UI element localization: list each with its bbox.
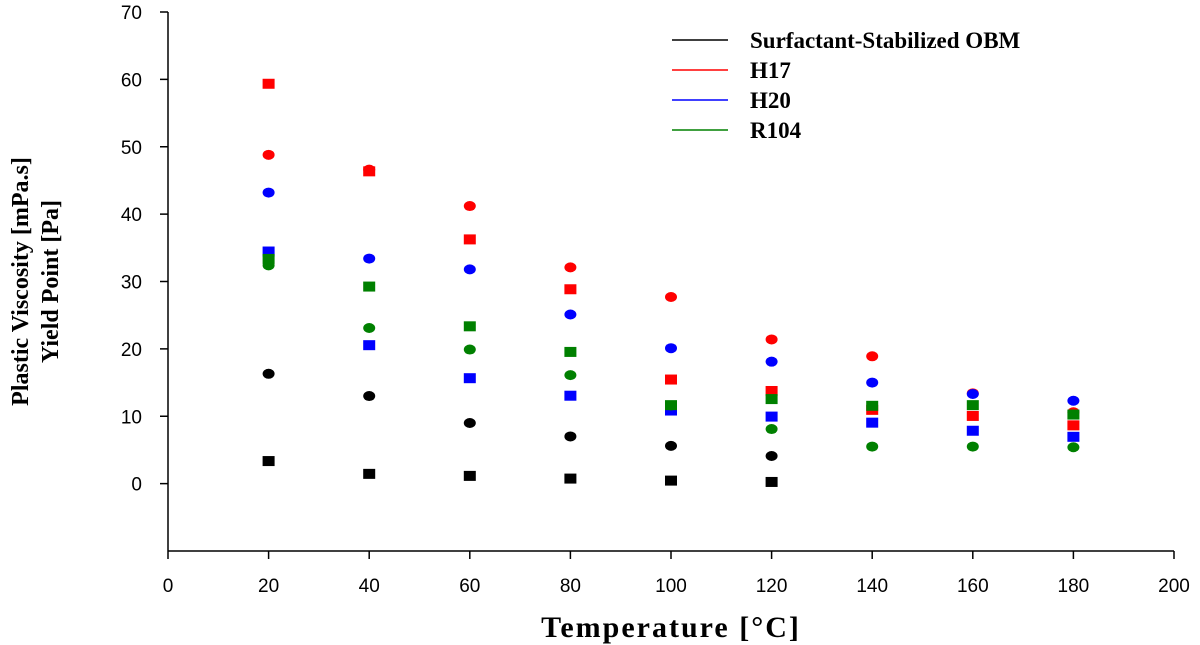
axes: 0 10 20 30 40 50 60 70 0 20 40 60 80 100 120 140 160 180 2… [121,3,1190,597]
data-point-square [1067,409,1080,420]
data-point-circle [866,351,879,362]
data-point-square [463,234,476,245]
data-point-square [564,284,577,295]
x-tick-label: 160 [957,576,989,597]
data-point-circle [363,164,376,175]
legend-label: H20 [750,88,791,113]
x-tick-label: 100 [655,576,687,597]
data-point-circle [463,417,476,428]
x-tick-label: 0 [163,576,174,597]
y-tick-label: 10 [121,407,142,428]
y-tick-label: 0 [131,475,142,496]
data-point-circle [564,262,577,273]
data-point-square [966,410,979,421]
data-point-circle [463,344,476,355]
data-point-circle [665,400,677,411]
data-point-square [262,253,275,264]
data-point-circle [765,451,778,462]
x-tick-label: 60 [459,576,480,597]
data-point-square [1067,420,1080,431]
data-point-circle [363,253,376,264]
x-tick-label: 140 [856,576,888,597]
legend: Surfactant-Stabilized OBM H17 H20 R104 [672,28,1021,143]
legend-label: H17 [750,58,791,83]
data-point-square [966,400,979,411]
data-points [262,78,1080,487]
data-point-circle [966,389,979,400]
data-point-circle [866,441,879,452]
data-point-circle [866,377,879,388]
data-point-square [665,374,677,385]
y-tick-label: 60 [121,70,142,91]
data-point-square [765,394,778,405]
data-point-square [966,425,979,436]
y-tick-label: 40 [121,205,142,226]
data-point-square [262,246,275,257]
data-point-circle [966,441,979,452]
data-point-square [463,321,476,332]
data-point-square [765,411,778,422]
x-tick-label: 20 [258,576,279,597]
data-point-square [665,475,677,486]
data-point-square [463,373,476,384]
y-tick-label: 30 [121,273,142,294]
data-point-circle [564,309,577,320]
legend-label: Surfactant-Stabilized OBM [750,28,1021,53]
data-point-square [564,346,577,357]
y-tick-label: 20 [121,340,142,361]
data-point-circle [765,424,778,435]
x-tick-label: 40 [359,576,380,597]
data-point-square [262,456,275,467]
data-point-square [765,385,778,396]
y-axis-title-line-1: Plastic Viscosity [mPa.s] [8,157,34,406]
data-point-square [564,390,577,401]
x-tick-label: 180 [1058,576,1090,597]
data-point-square [363,340,376,351]
data-point-square [1067,431,1080,442]
x-tick-label: 200 [1158,576,1190,597]
data-point-square [866,417,879,428]
data-point-circle [665,440,677,451]
x-tick-label: 80 [560,576,581,597]
data-point-circle [1067,395,1080,406]
data-point-circle [765,334,778,345]
x-tick-label: 120 [756,576,788,597]
legend-label: R104 [750,118,802,143]
data-point-circle [363,322,376,333]
data-point-circle [262,260,275,271]
y-tick-label: 70 [121,3,142,24]
y-axis-title-line-2: Yield Point [Pa] [38,200,64,363]
data-point-circle [463,201,476,212]
data-point-circle [564,431,577,442]
data-point-circle [363,391,376,402]
data-point-square [564,473,577,484]
data-point-square [665,405,677,416]
data-point-circle [262,187,275,198]
data-point-square [866,400,879,411]
data-point-square [262,78,275,89]
data-point-circle [765,356,778,367]
data-point-square [363,281,376,292]
data-point-square [463,470,476,481]
y-tick-label: 50 [121,138,142,159]
data-point-circle [665,343,677,354]
data-point-square [765,476,778,487]
data-point-circle [1067,442,1080,453]
data-point-circle [262,149,275,160]
data-point-circle [463,264,476,275]
x-axis-title: Temperature [°C] [541,611,801,644]
data-point-circle [665,291,677,302]
data-point-square [363,468,376,479]
data-point-circle [564,370,577,381]
data-point-circle [262,368,275,379]
